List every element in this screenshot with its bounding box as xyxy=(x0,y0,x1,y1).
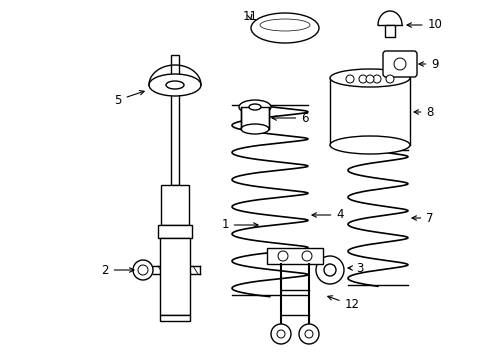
Text: 9: 9 xyxy=(418,58,438,71)
Ellipse shape xyxy=(260,19,309,31)
Circle shape xyxy=(138,265,148,275)
Circle shape xyxy=(365,75,373,83)
Bar xyxy=(266,248,323,264)
Circle shape xyxy=(298,324,318,344)
Ellipse shape xyxy=(241,124,268,134)
Circle shape xyxy=(393,58,405,70)
Text: 8: 8 xyxy=(413,105,433,118)
Text: 6: 6 xyxy=(271,112,308,125)
Text: 7: 7 xyxy=(411,211,433,225)
Circle shape xyxy=(358,75,366,83)
Circle shape xyxy=(324,264,335,276)
Ellipse shape xyxy=(250,13,318,43)
Ellipse shape xyxy=(239,100,270,114)
Ellipse shape xyxy=(149,74,201,96)
FancyBboxPatch shape xyxy=(382,51,416,77)
Circle shape xyxy=(276,330,285,338)
Bar xyxy=(161,185,189,225)
Bar xyxy=(158,225,192,238)
Text: 1: 1 xyxy=(221,219,258,231)
Ellipse shape xyxy=(329,136,409,154)
Circle shape xyxy=(315,256,343,284)
Text: 11: 11 xyxy=(242,9,257,22)
Text: 12: 12 xyxy=(327,296,359,311)
Bar xyxy=(160,315,190,321)
Ellipse shape xyxy=(165,81,183,89)
Circle shape xyxy=(278,251,287,261)
Text: 3: 3 xyxy=(347,261,363,274)
Bar xyxy=(241,107,268,129)
Bar xyxy=(171,55,179,185)
Circle shape xyxy=(302,251,311,261)
Circle shape xyxy=(372,75,380,83)
Ellipse shape xyxy=(248,104,261,110)
Circle shape xyxy=(346,75,353,83)
Bar xyxy=(160,238,190,315)
Text: 2: 2 xyxy=(101,264,134,276)
Ellipse shape xyxy=(329,69,409,87)
Circle shape xyxy=(133,260,153,280)
Text: 10: 10 xyxy=(406,18,442,31)
Bar xyxy=(384,25,394,37)
Circle shape xyxy=(385,75,393,83)
Circle shape xyxy=(305,330,312,338)
Text: 5: 5 xyxy=(114,91,144,107)
Text: 4: 4 xyxy=(311,208,343,221)
Circle shape xyxy=(270,324,290,344)
